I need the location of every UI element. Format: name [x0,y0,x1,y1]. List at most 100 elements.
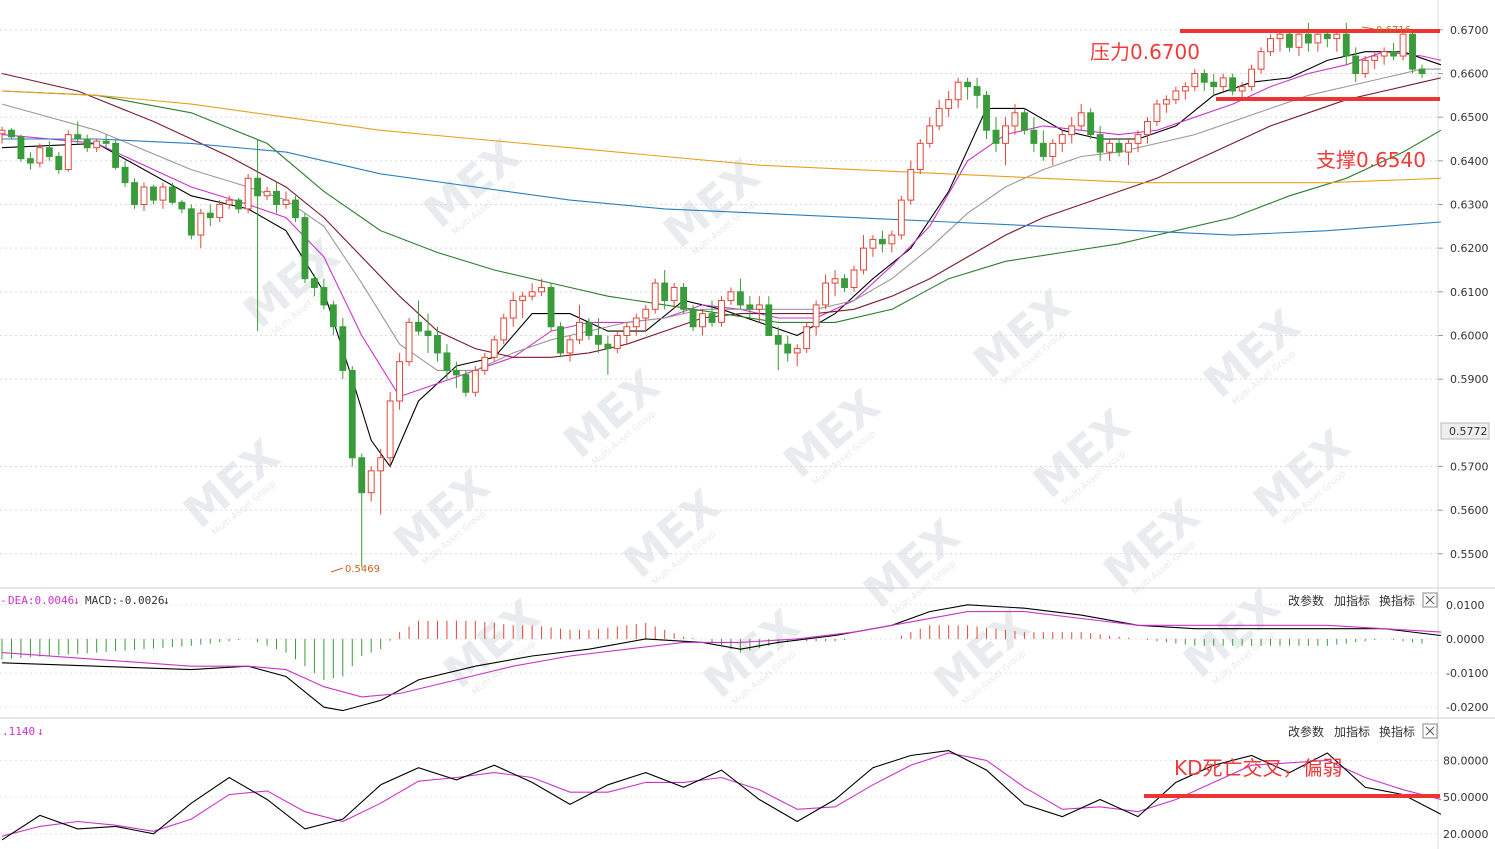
candle-body [55,155,63,171]
kd-axis: 80.0000 50.0000 20.0000 [1443,754,1489,840]
candle-body [1030,129,1038,144]
candle-body [1115,142,1123,153]
ma-line-3 [1,72,1442,358]
candle-body [500,317,508,341]
candle-body [1342,33,1350,57]
candle-body [973,86,981,96]
candle-body [1077,112,1085,127]
candle-body [793,348,801,354]
d-line [1,752,1442,837]
y-tick-label: 0.6200 [1450,242,1489,255]
y-tick-label: 0.5500 [1450,548,1489,561]
y-tick-label: -0.0100 [1446,667,1488,680]
candle-body [519,295,527,302]
candle-body [131,182,138,205]
close-icon[interactable] [1422,723,1438,739]
y-tick-label: 0.5700 [1450,460,1489,473]
kd-cross-label: KD死亡交叉，偏弱 [1174,756,1343,780]
candle-body [83,138,91,149]
candle-body [254,177,262,197]
candle-body [45,147,53,157]
candle-body [623,326,631,336]
candle-body [566,339,574,354]
candle-body [1286,33,1293,48]
ma-line-1 [1,51,1442,398]
candle-body [1011,112,1019,127]
candle-body [377,457,385,472]
candle-body [945,99,953,109]
kd-legend: .1140 ↓ [2,725,44,738]
dea-line [1,611,1441,698]
candle-body [1125,142,1132,153]
add-indicator-button[interactable]: 加指标 [1334,593,1370,608]
candle-body [1049,142,1057,157]
candle-body [329,304,337,328]
candle-body [1390,51,1398,57]
candle-body [670,286,678,302]
kd-annotations: KD死亡交叉，偏弱 [1144,756,1440,798]
ma-line-4 [1,90,1442,323]
candle-body [64,134,72,171]
candle-body [481,356,489,371]
candle-body [1229,77,1237,92]
y-tick-label: 20.0000 [1443,828,1489,841]
switch-indicator-button[interactable]: 换指标 [1379,593,1415,608]
close-icon[interactable] [1422,592,1438,608]
candle-body [509,300,517,319]
candle-body [102,140,110,144]
ma-line-5 [2,138,1441,236]
candle-body [1333,33,1341,40]
candle-body [1058,134,1066,144]
switch-indicator-button[interactable]: 换指标 [1379,724,1415,739]
high-price-marker: 0.6716 [1361,25,1411,36]
candlesticks [0,22,1426,568]
y-tick-label: -0.0200 [1446,701,1488,714]
candle-body [1399,33,1407,57]
add-indicator-button[interactable]: 加指标 [1334,724,1370,739]
candle-body [434,334,441,354]
y-tick-label: 0.6400 [1450,155,1489,168]
candle-body [26,158,34,164]
down-arrow-icon: ↓ [163,594,170,607]
candle-body [225,199,233,205]
candle-body [187,208,195,236]
candle-body [17,136,25,160]
candle-body [831,278,839,284]
candle-body [528,291,536,297]
candle-body [1153,103,1161,123]
candle-body [1219,77,1227,88]
candle-body [1304,33,1312,44]
dif-line [1,604,1441,712]
candle-body [736,291,744,306]
candle-body [301,217,309,280]
y-tick-label: 0.6700 [1450,24,1489,37]
candle-body [964,81,972,88]
candle-body [869,238,877,249]
macd-lines [1,604,1441,712]
edit-params-button[interactable]: 改参数 [1288,724,1324,739]
macd-axis: 0.0100 0.0000 -0.0100 -0.0200 [1446,599,1488,714]
candle-body [935,107,943,127]
candle-body [557,326,564,354]
candle-body [1039,142,1047,157]
candle-body [348,369,356,459]
macd-histogram [1,620,1423,680]
candle-body [727,291,735,302]
candle-body [159,186,167,201]
y-tick-label: 0.5600 [1450,504,1489,517]
candle-body [576,321,583,341]
edit-params-button[interactable]: 改参数 [1288,593,1324,608]
candle-body [424,330,432,336]
candle-body [642,308,650,319]
candle-body [367,470,375,494]
candle-body [613,334,621,350]
candle-body [907,169,915,201]
resistance-label: 压力0.6700 [1090,40,1200,64]
candle-body [150,186,157,201]
y-tick-label: 0.5900 [1450,373,1489,386]
candle-body [1096,134,1104,153]
candle-body [263,190,271,197]
candle-body [386,400,394,459]
candle-body [689,308,697,328]
candle-body [1238,86,1246,92]
